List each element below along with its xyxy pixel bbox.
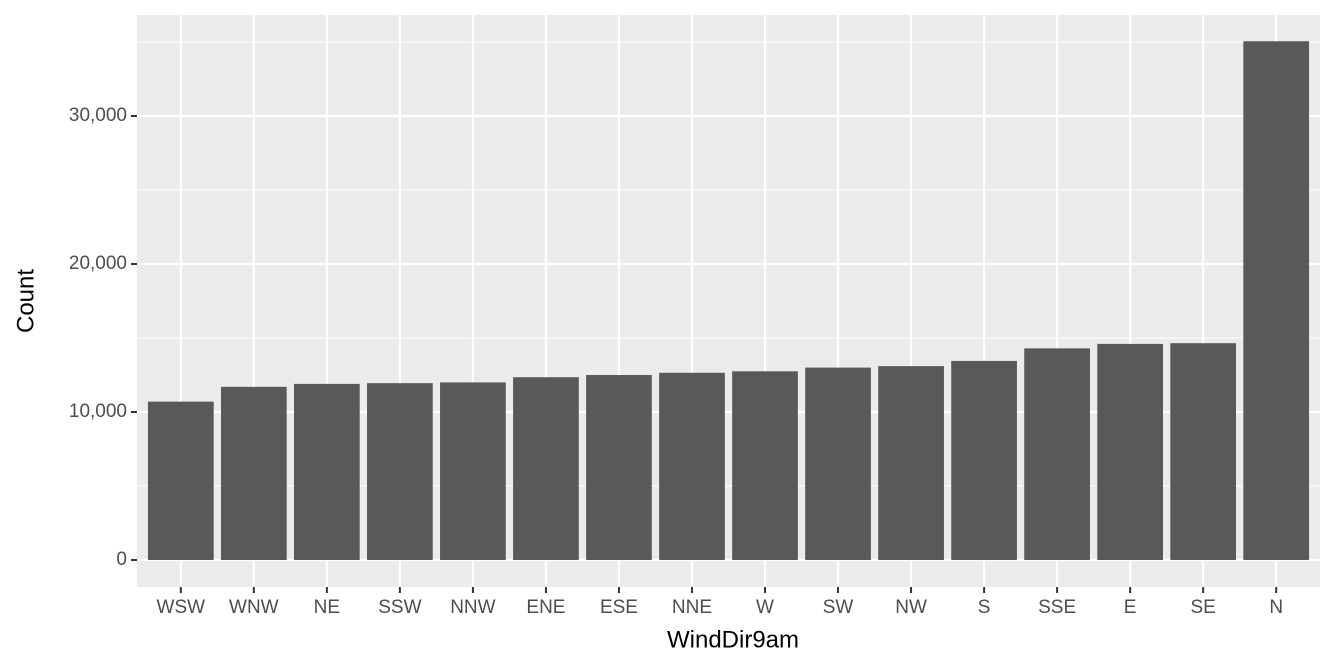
y-tick-label: 20,000 bbox=[69, 253, 127, 274]
x-tick-label: SE bbox=[1190, 597, 1215, 618]
x-tick-label: ESE bbox=[600, 597, 638, 618]
bar bbox=[147, 401, 214, 561]
x-tick-label: WNW bbox=[229, 597, 279, 618]
y-tick-label: 10,000 bbox=[69, 401, 127, 422]
x-axis-title: WindDir9am bbox=[667, 626, 799, 653]
y-tick-label: 30,000 bbox=[69, 105, 127, 126]
bar bbox=[659, 372, 725, 561]
y-axis-title: Count bbox=[12, 269, 39, 333]
bar bbox=[513, 377, 579, 561]
bar bbox=[805, 367, 871, 561]
x-tick-label: S bbox=[978, 597, 991, 618]
x-tick-label: NNW bbox=[450, 597, 495, 618]
bar bbox=[1243, 41, 1310, 561]
x-tick-label: SSW bbox=[378, 597, 421, 618]
x-tick-label: NNE bbox=[672, 597, 712, 618]
bar bbox=[220, 386, 287, 561]
bar bbox=[294, 383, 360, 561]
bar bbox=[878, 366, 944, 561]
x-tick-label: NW bbox=[895, 597, 927, 618]
bar bbox=[1097, 343, 1163, 561]
x-tick-label: W bbox=[756, 597, 774, 618]
bar bbox=[440, 382, 506, 561]
x-tick-label: NE bbox=[314, 597, 340, 618]
bar bbox=[1170, 343, 1237, 561]
bar bbox=[951, 360, 1017, 561]
x-tick-label: SSE bbox=[1038, 597, 1076, 618]
x-tick-label: N bbox=[1269, 597, 1283, 618]
x-tick-label: ENE bbox=[526, 597, 565, 618]
x-tick-label: SW bbox=[823, 597, 854, 618]
x-tick-label: E bbox=[1124, 597, 1137, 618]
bar bbox=[732, 371, 798, 561]
bar bbox=[586, 375, 652, 561]
y-tick-label: 0 bbox=[116, 549, 127, 570]
bar bbox=[367, 383, 433, 561]
x-tick-label: WSW bbox=[157, 597, 206, 618]
bar bbox=[1024, 348, 1090, 561]
